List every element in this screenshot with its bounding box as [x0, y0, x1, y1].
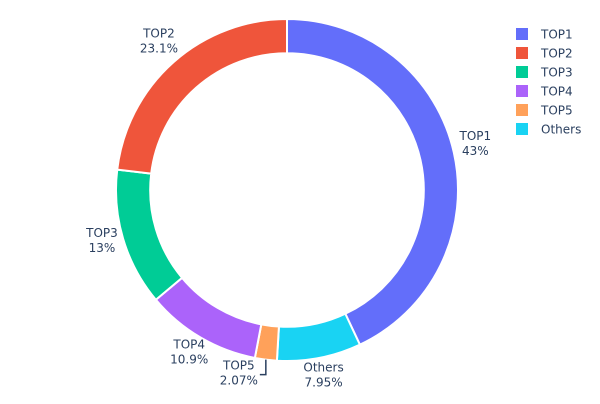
- legend-swatch-top4: [516, 85, 528, 97]
- legend-swatch-top2: [516, 47, 528, 59]
- slice-top2[interactable]: [116, 17, 288, 175]
- slice-label-top5: TOP5: [222, 359, 255, 373]
- slice-label-top1: TOP1: [459, 129, 492, 143]
- legend-item-top5[interactable]: TOP5: [516, 104, 573, 118]
- legend-item-top4[interactable]: TOP4: [516, 85, 573, 99]
- legend-item-top2[interactable]: TOP2: [516, 47, 573, 61]
- legend: TOP1 TOP2 TOP3 TOP4 TOP5 Others: [516, 28, 581, 137]
- legend-label-others: Others: [541, 123, 581, 137]
- slice-percent-top3: 13%: [89, 241, 116, 255]
- slice-percent-top5: 2.07%: [220, 374, 258, 388]
- slice-label-others: Others: [303, 361, 343, 375]
- slice-top1[interactable]: [286, 17, 459, 347]
- slice-top3[interactable]: [115, 168, 184, 302]
- slice-percent-top2: 23.1%: [140, 42, 178, 56]
- legend-label-top1: TOP1: [540, 28, 573, 42]
- slice-percent-others: 7.95%: [305, 376, 343, 390]
- slice-percent-top1: 43%: [462, 144, 489, 158]
- slice-label-top3: TOP3: [85, 226, 118, 240]
- legend-swatch-top3: [516, 66, 528, 78]
- legend-label-top4: TOP4: [540, 85, 573, 99]
- slice-percent-top4: 10.9%: [170, 352, 208, 366]
- slice-label-top2: TOP2: [142, 27, 175, 41]
- legend-item-top3[interactable]: TOP3: [516, 66, 573, 80]
- slice-top4[interactable]: [154, 276, 263, 360]
- legend-item-top1[interactable]: TOP1: [516, 28, 573, 42]
- leader-line-top5: [259, 359, 267, 376]
- slice-label-top4: TOP4: [172, 337, 205, 351]
- legend-swatch-top5: [516, 104, 528, 116]
- slice-others[interactable]: [275, 312, 362, 362]
- legend-label-top2: TOP2: [540, 47, 573, 61]
- legend-label-top3: TOP3: [540, 66, 573, 80]
- slices: [115, 17, 459, 362]
- legend-swatch-others: [516, 123, 528, 135]
- legend-swatch-top1: [516, 28, 528, 40]
- legend-item-others[interactable]: Others: [516, 123, 581, 137]
- legend-label-top5: TOP5: [540, 104, 573, 118]
